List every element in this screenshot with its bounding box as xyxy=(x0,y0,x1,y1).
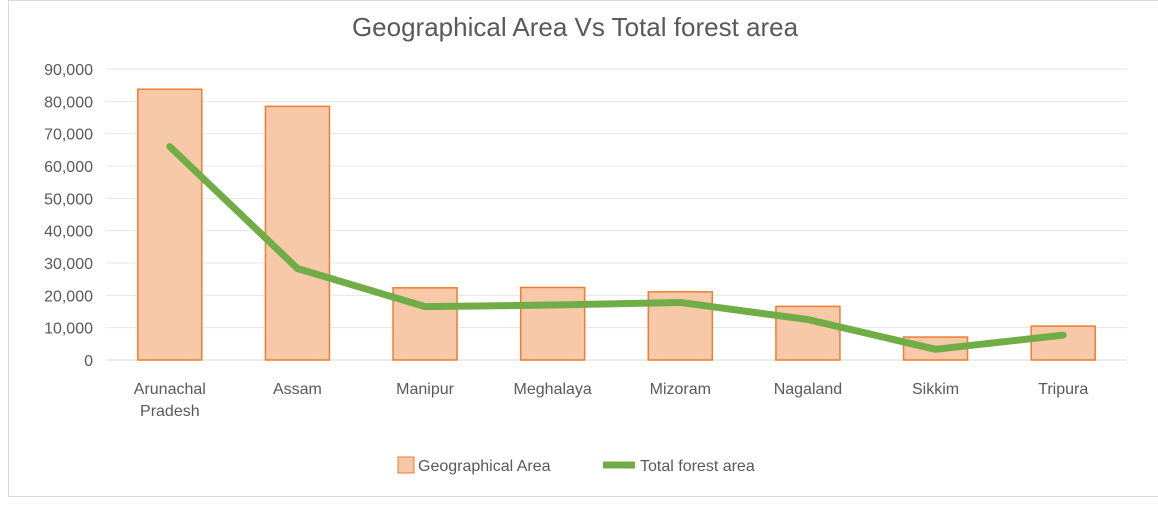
y-tick-label: 0 xyxy=(84,353,93,370)
line-series xyxy=(166,143,1067,353)
y-tick-label: 40,000 xyxy=(44,224,93,241)
y-axis-ticks: 90,000 80,000 70,000 60,000 50,000 40,000 30,0… xyxy=(44,62,93,370)
y-tick-label: 90,000 xyxy=(44,62,93,79)
legend: Geographical Area Total forest area xyxy=(397,456,755,475)
x-tick-label: Pradesh xyxy=(140,403,200,420)
y-tick-label: 10,000 xyxy=(44,321,93,338)
bar xyxy=(1030,325,1096,361)
y-tick-label: 60,000 xyxy=(44,159,93,176)
bar xyxy=(264,105,331,361)
bar xyxy=(137,88,203,361)
y-tick-label: 80,000 xyxy=(44,94,93,111)
x-tick-label: Meghalaya xyxy=(514,381,592,398)
x-axis-ticks: Arunachal Pradesh Assam Manipur Meghalaya Miz… xyxy=(134,381,1089,420)
y-tick-label: 50,000 xyxy=(44,191,93,208)
bar xyxy=(392,287,458,361)
x-tick-label: Tripura xyxy=(1038,381,1088,398)
x-tick-label: Manipur xyxy=(396,381,454,398)
legend-label-total-forest-area: Total forest area xyxy=(640,458,755,475)
legend-label-geographical-area: Geographical Area xyxy=(418,458,551,475)
series-line xyxy=(166,143,1067,353)
y-tick-label: 30,000 xyxy=(44,256,93,273)
x-tick-label: Nagaland xyxy=(774,381,843,398)
bar xyxy=(519,286,586,361)
chart-title: Geographical Area Vs Total forest area xyxy=(352,12,799,42)
bar-series xyxy=(137,88,1096,361)
legend-swatch-geographical-area xyxy=(397,456,415,474)
x-tick-label: Mizoram xyxy=(650,381,711,398)
y-tick-label: 20,000 xyxy=(44,288,93,305)
x-tick-label: Sikkim xyxy=(912,381,959,398)
gridlines xyxy=(106,68,1127,361)
x-tick-label: Arunachal xyxy=(134,381,206,398)
x-tick-label: Assam xyxy=(273,381,322,398)
y-tick-label: 70,000 xyxy=(44,127,93,144)
